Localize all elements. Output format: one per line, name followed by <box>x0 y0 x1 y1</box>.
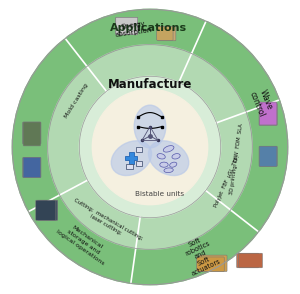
Text: Applications: Applications <box>110 23 187 33</box>
Ellipse shape <box>134 105 166 148</box>
FancyBboxPatch shape <box>23 157 40 178</box>
Circle shape <box>48 45 252 249</box>
Text: Mold casting: Mold casting <box>64 83 89 119</box>
FancyBboxPatch shape <box>23 122 40 146</box>
Text: Wave
control: Wave control <box>247 86 275 118</box>
Text: Manufacture: Manufacture <box>108 78 192 91</box>
FancyBboxPatch shape <box>38 200 58 220</box>
FancyBboxPatch shape <box>197 257 224 271</box>
Circle shape <box>79 76 221 218</box>
Text: 3D printing: DIW  FDM  SLA: 3D printing: DIW FDM SLA <box>229 123 244 195</box>
Ellipse shape <box>157 153 165 159</box>
Ellipse shape <box>163 146 174 152</box>
Bar <box>136 148 142 152</box>
Ellipse shape <box>148 141 189 176</box>
Text: Bistable units: Bistable units <box>135 191 184 196</box>
Ellipse shape <box>111 141 152 176</box>
FancyBboxPatch shape <box>158 26 176 41</box>
FancyBboxPatch shape <box>200 255 227 271</box>
Ellipse shape <box>172 153 180 159</box>
Text: Energy
absorption: Energy absorption <box>114 20 153 38</box>
FancyBboxPatch shape <box>238 253 262 268</box>
Text: PolyJet  FBF  μSL  TPP:: PolyJet FBF μSL TPP: <box>214 155 241 208</box>
FancyBboxPatch shape <box>23 157 41 178</box>
FancyBboxPatch shape <box>260 102 277 125</box>
Text: Soft
robotics
and
Soft
actuators: Soft robotics and Soft actuators <box>179 233 222 277</box>
FancyBboxPatch shape <box>260 146 277 166</box>
Circle shape <box>12 9 288 285</box>
FancyBboxPatch shape <box>23 122 41 144</box>
Ellipse shape <box>160 162 168 167</box>
FancyBboxPatch shape <box>259 146 277 166</box>
Bar <box>126 164 133 169</box>
FancyBboxPatch shape <box>116 17 138 35</box>
FancyBboxPatch shape <box>116 17 138 35</box>
Ellipse shape <box>170 162 177 167</box>
FancyBboxPatch shape <box>157 27 173 40</box>
FancyBboxPatch shape <box>36 200 56 220</box>
Text: Mechanical
storage and
logical operations: Mechanical storage and logical operation… <box>55 219 112 265</box>
FancyBboxPatch shape <box>237 253 259 268</box>
Circle shape <box>92 89 208 205</box>
Ellipse shape <box>164 168 173 173</box>
Text: Cutting;  mechanical cutting;
laser cutting;: Cutting; mechanical cutting; laser cutti… <box>70 198 143 246</box>
Bar <box>136 161 142 166</box>
FancyBboxPatch shape <box>259 103 277 126</box>
Polygon shape <box>125 152 137 164</box>
